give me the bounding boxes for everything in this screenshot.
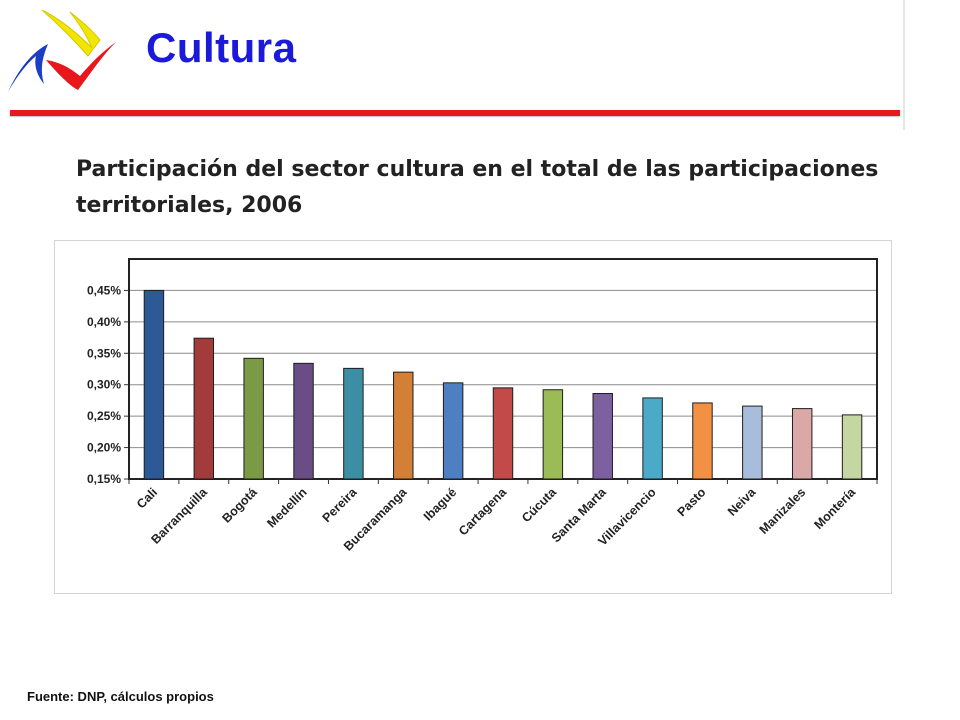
header-vertical-divider (903, 0, 905, 130)
x-tick-label: Pereira (320, 484, 361, 525)
x-tick-label: Cartagena (456, 484, 510, 538)
x-tick-label: Ibagué (421, 485, 459, 523)
page-title: Cultura (146, 24, 297, 71)
logo-yellow-swoosh (41, 9, 101, 57)
bar-cartagena (492, 387, 514, 480)
bar-cúcuta (542, 389, 564, 480)
bar-villavicencio (642, 397, 663, 480)
bar-barranquilla (193, 337, 215, 480)
y-tick-label: 0,35% (87, 346, 121, 360)
y-tick-label: 0,25% (87, 409, 121, 423)
y-tick-label: 0,15% (87, 472, 121, 486)
bar-ibagué (442, 382, 464, 480)
y-tick-label: 0,20% (87, 441, 121, 455)
colombia-logo (8, 9, 116, 92)
y-tick-label: 0,40% (87, 315, 121, 329)
logo-red-swoosh (46, 42, 116, 90)
source-note: Fuente: DNP, cálculos propios (27, 689, 214, 704)
x-tick-label: Cúcuta (519, 484, 560, 525)
logo-blue-swoosh (8, 44, 48, 92)
bar-manizales (791, 408, 813, 480)
chart-container: 0,15% 0,20% 0,25% 0,30% 0,35% 0,40% 0,45% Cali B… (54, 240, 892, 594)
bar-chart: 0,15% 0,20% 0,25% 0,30% 0,35% 0,40% 0,45% Cali B… (87, 258, 878, 554)
bar-santa-marta (592, 393, 613, 480)
bar-cali (143, 289, 165, 480)
x-tick-label: Manizales (757, 485, 809, 537)
x-tick-label: Medellín (264, 485, 309, 530)
y-tick-label: 0,45% (87, 283, 121, 297)
bar-bogotá (243, 357, 264, 480)
header-divider (10, 110, 900, 116)
x-tick-label: Cali (134, 485, 160, 511)
bar-montería (841, 414, 863, 480)
x-tick-label: Montería (811, 484, 858, 531)
bar-medellín (293, 362, 314, 480)
x-tick-label: Neiva (725, 484, 759, 518)
x-tick-label: Pasto (675, 485, 709, 519)
bar-pereira (343, 367, 364, 480)
bar-pasto (692, 402, 713, 480)
bar-bucaramanga (393, 371, 414, 480)
chart-title: Participación del sector cultura en el t… (76, 157, 879, 218)
y-tick-label: 0,30% (87, 378, 121, 392)
bar-neiva (742, 405, 763, 480)
x-tick-label: Bogotá (219, 485, 259, 525)
